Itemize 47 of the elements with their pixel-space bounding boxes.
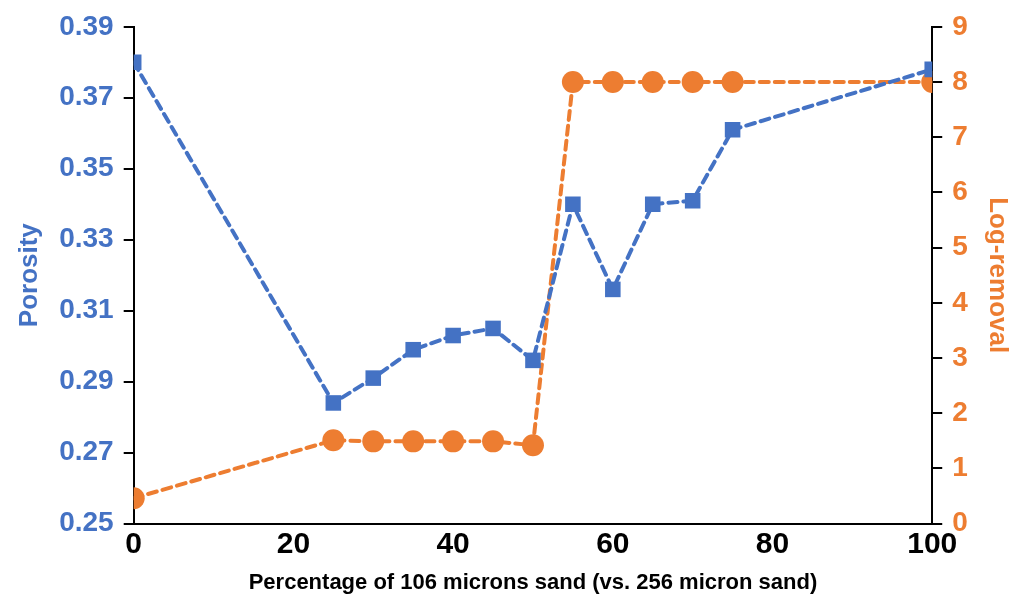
point — [601, 71, 624, 93]
point — [322, 429, 345, 452]
point — [365, 370, 382, 386]
y-tick-label: 0.31 — [59, 293, 114, 325]
y-tick-label: 0.29 — [59, 364, 114, 396]
point — [482, 430, 505, 453]
y2-tick-label: 1 — [952, 451, 968, 483]
point — [684, 192, 701, 209]
point — [362, 430, 385, 453]
point — [525, 352, 541, 369]
point — [605, 281, 621, 298]
x-tick-label: 60 — [596, 525, 630, 559]
y-tick-label: 0.37 — [59, 80, 114, 112]
y-tick-label: 0.25 — [59, 506, 114, 538]
y2-tick-label: 4 — [952, 285, 969, 317]
point — [641, 71, 664, 93]
point — [402, 430, 425, 453]
y2-tick-label: 9 — [952, 9, 968, 41]
point — [565, 196, 581, 213]
point — [405, 341, 421, 358]
y-tick-label: 0.33 — [59, 222, 114, 254]
point — [721, 71, 744, 93]
y-tick-label: 0.35 — [59, 151, 114, 183]
x-axis-title: Percentage of 106 microns sand (vs. 256 micron sand) — [248, 568, 818, 594]
y2-tick-label: 2 — [952, 395, 968, 427]
point — [561, 71, 584, 93]
point — [485, 320, 501, 337]
y2-axis-title: Log-removal — [984, 197, 1015, 354]
y2-tick-label: 3 — [952, 340, 968, 372]
x-tick-label: 80 — [755, 525, 790, 559]
y2-tick-label: 5 — [952, 230, 968, 262]
point — [325, 395, 342, 411]
y2-tick-label: 7 — [952, 119, 968, 151]
point — [724, 121, 741, 138]
point — [681, 71, 704, 93]
point — [644, 196, 661, 213]
x-tick-label: 20 — [276, 525, 311, 559]
y2-tick-label: 8 — [952, 64, 968, 96]
y-tick-label: 0.39 — [59, 9, 114, 41]
point — [442, 430, 465, 453]
x-tick-label: 40 — [436, 525, 470, 559]
y2-tick-label: 6 — [952, 175, 968, 207]
x-tick-label: 0 — [125, 525, 143, 559]
y-axis-title: Porosity — [12, 222, 43, 328]
y-tick-label: 0.27 — [59, 435, 114, 467]
point — [445, 327, 461, 344]
point — [521, 434, 544, 457]
